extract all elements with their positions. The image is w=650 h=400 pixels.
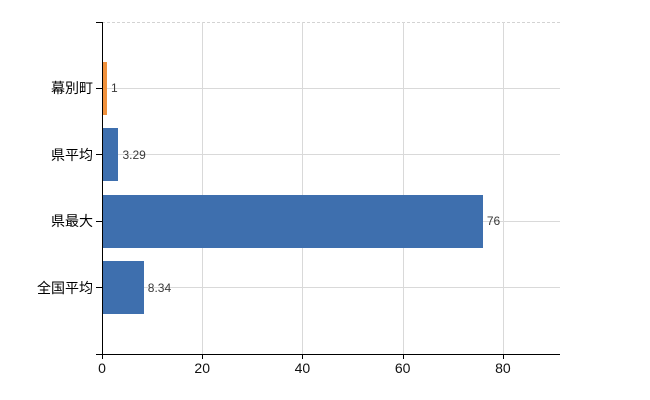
x-gridline — [402, 22, 404, 354]
plot-top-dashed-border — [102, 22, 560, 23]
x-gridline — [502, 22, 504, 354]
y-axis-end-tick — [96, 22, 102, 23]
bar-県最大 — [102, 194, 483, 248]
y-axis-tick — [96, 287, 102, 289]
x-gridline — [202, 22, 204, 354]
bar-幕別町 — [102, 61, 107, 115]
x-axis-tick — [502, 354, 504, 359]
category-label: 幕別町 — [51, 80, 93, 97]
x-tick-label: 80 — [495, 360, 511, 376]
value-label: 1 — [111, 81, 118, 96]
value-label: 76 — [486, 214, 501, 229]
x-axis-tick — [302, 354, 304, 359]
bar-県平均 — [102, 128, 119, 182]
y-axis-tick — [96, 220, 102, 222]
bar-全国平均 — [102, 261, 144, 315]
x-tick-label: 20 — [194, 360, 210, 376]
x-axis-tick — [402, 354, 404, 359]
x-axis-line — [96, 354, 560, 355]
y-gridline — [102, 154, 560, 156]
y-gridline — [102, 87, 560, 89]
value-label: 3.29 — [122, 147, 146, 162]
y-axis-tick — [96, 87, 102, 89]
y-gridline — [102, 287, 560, 289]
x-tick-label: 0 — [98, 360, 106, 376]
y-axis-line — [102, 22, 103, 354]
category-label: 全国平均 — [37, 279, 93, 296]
y-axis-tick — [96, 154, 102, 156]
category-label: 県平均 — [51, 146, 93, 163]
category-label: 県最大 — [51, 213, 93, 230]
x-tick-label: 40 — [294, 360, 311, 376]
x-axis-tick — [202, 354, 204, 359]
x-gridline — [302, 22, 304, 354]
x-tick-label: 60 — [394, 360, 411, 376]
x-axis-tick — [102, 354, 103, 359]
value-label: 8.34 — [147, 280, 172, 295]
